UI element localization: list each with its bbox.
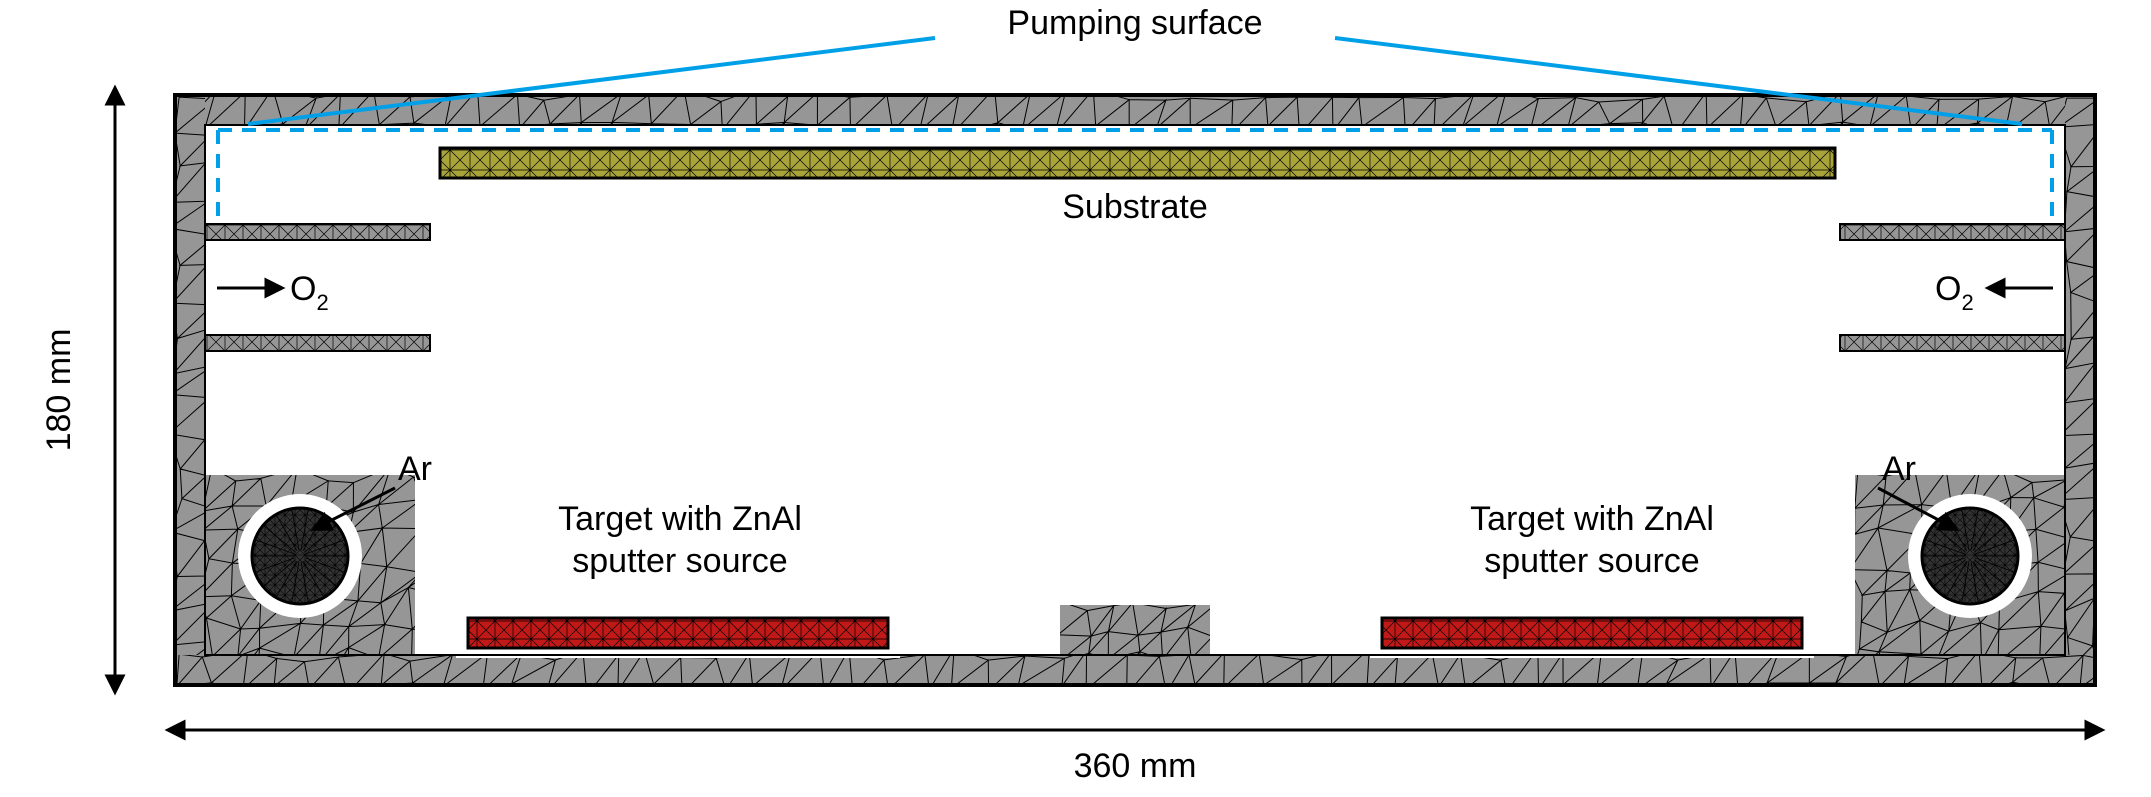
ar-right-label: Ar <box>1882 450 1916 488</box>
target-left-label-1: Target with ZnAl <box>558 500 802 538</box>
o2-right-label: O2 <box>1935 270 1974 315</box>
dim-horizontal-label: 360 mm <box>1074 747 1197 785</box>
pumping-surface-label: Pumping surface <box>1007 4 1262 42</box>
sputter-target-right <box>1382 618 1802 648</box>
substrate-label: Substrate <box>1062 188 1208 226</box>
substrate-bar <box>440 148 1835 178</box>
o2-left-label: O2 <box>290 270 329 315</box>
dim-vertical-label: 180 mm <box>40 329 78 452</box>
sputter-target-left <box>468 618 888 648</box>
target-left-label-2: sputter source <box>572 542 787 580</box>
target-right-label-2: sputter source <box>1484 542 1699 580</box>
target-right-label-1: Target with ZnAl <box>1470 500 1714 538</box>
ar-left-label: Ar <box>398 450 432 488</box>
